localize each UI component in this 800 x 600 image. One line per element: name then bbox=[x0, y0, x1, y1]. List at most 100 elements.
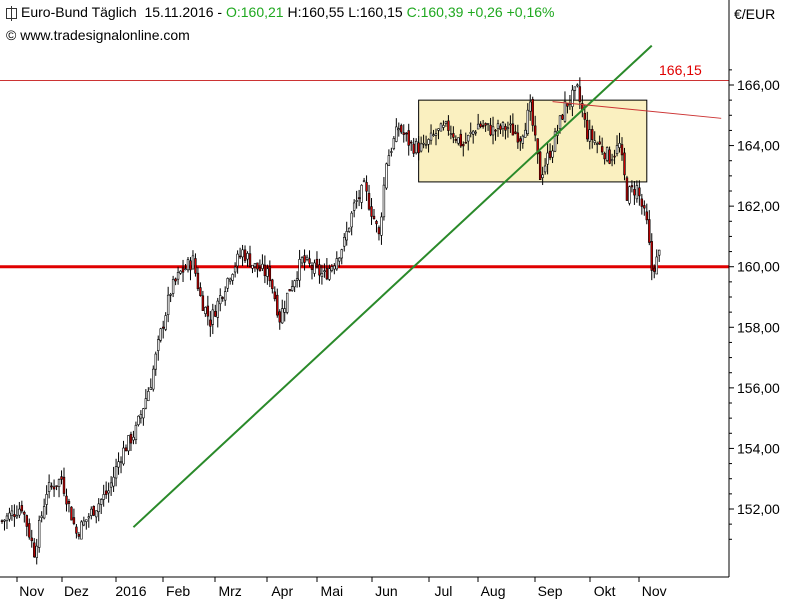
candle-body bbox=[144, 398, 148, 409]
candle-body bbox=[219, 295, 222, 305]
candle-body bbox=[479, 123, 482, 127]
candle-body bbox=[238, 255, 242, 258]
candle-body bbox=[323, 270, 326, 273]
candle-body bbox=[124, 447, 128, 452]
candle-body bbox=[92, 505, 95, 516]
candle-body bbox=[35, 545, 38, 558]
candle-body bbox=[489, 124, 492, 136]
candle-body bbox=[97, 503, 100, 512]
candle-body bbox=[365, 182, 368, 192]
candle-body bbox=[313, 262, 316, 274]
candle-body bbox=[112, 476, 115, 487]
candle-body bbox=[261, 263, 264, 269]
candle-body bbox=[630, 185, 634, 188]
candle-body bbox=[90, 508, 93, 516]
candle-body bbox=[375, 220, 378, 225]
candle-body bbox=[87, 516, 91, 519]
candle-body bbox=[162, 326, 165, 329]
close-value: C:160,39 bbox=[406, 4, 464, 20]
y-tick-label: 158,00 bbox=[737, 319, 780, 335]
candle-body bbox=[236, 253, 239, 267]
candle-body bbox=[184, 268, 187, 270]
candle-body bbox=[486, 123, 490, 125]
candle-body bbox=[340, 249, 343, 259]
candle-body bbox=[50, 485, 53, 488]
candle-body bbox=[645, 211, 649, 221]
candle-body bbox=[119, 460, 123, 464]
candle-body bbox=[298, 259, 301, 281]
y-tick-label: 152,00 bbox=[737, 501, 780, 517]
candle-body bbox=[33, 542, 36, 558]
candle-body bbox=[357, 197, 361, 199]
low-value: L:160,15 bbox=[348, 4, 403, 20]
candle-body bbox=[608, 149, 611, 164]
candle-body bbox=[566, 103, 569, 107]
candle-body bbox=[397, 128, 400, 131]
candle-body bbox=[385, 163, 388, 189]
candle-body bbox=[209, 319, 212, 327]
candle-body bbox=[459, 133, 462, 147]
candle-body bbox=[640, 198, 644, 207]
candle-body bbox=[464, 142, 467, 144]
candle-body bbox=[330, 266, 334, 271]
candle-body bbox=[531, 99, 534, 126]
candle-body bbox=[147, 391, 150, 402]
candle-body bbox=[583, 112, 587, 120]
candle-body bbox=[114, 466, 118, 479]
candle-body bbox=[610, 159, 614, 162]
candle-body bbox=[3, 519, 6, 522]
candle-body bbox=[211, 309, 214, 325]
candle-body bbox=[129, 433, 133, 444]
candle-body bbox=[243, 249, 247, 261]
candle-body bbox=[533, 125, 537, 136]
x-tick-label: Nov bbox=[642, 583, 667, 599]
x-tick-label: Okt bbox=[594, 583, 616, 599]
candle-body bbox=[429, 132, 433, 141]
candle-body bbox=[154, 353, 157, 370]
candle-body bbox=[524, 129, 527, 138]
candle-body bbox=[521, 135, 525, 144]
candle-body bbox=[491, 126, 495, 136]
candle-body bbox=[300, 257, 304, 264]
candle-body bbox=[266, 268, 269, 277]
candle-body bbox=[501, 122, 505, 130]
candle-body bbox=[70, 506, 73, 521]
candle-body bbox=[308, 258, 311, 264]
candle-body bbox=[214, 311, 217, 317]
candle-body bbox=[109, 482, 113, 488]
candle-body bbox=[405, 132, 408, 135]
candle-body bbox=[278, 311, 281, 323]
candle-body bbox=[558, 115, 562, 130]
x-tick-label: 2016 bbox=[115, 583, 146, 599]
candle-body bbox=[169, 294, 172, 296]
candle-body bbox=[444, 121, 448, 124]
x-tick-label: Apr bbox=[271, 583, 293, 599]
candle-body bbox=[122, 447, 125, 465]
chart-header: Euro-Bund Täglich 15.11.2016 - O:160,21 … bbox=[6, 4, 555, 21]
y-tick-label: 154,00 bbox=[737, 440, 780, 456]
descending-line bbox=[552, 101, 722, 119]
candle-body bbox=[107, 490, 110, 494]
candle-body bbox=[506, 127, 510, 130]
candles-group bbox=[0, 77, 661, 565]
candle-body bbox=[132, 436, 135, 441]
candle-body bbox=[335, 258, 338, 270]
candle-body bbox=[201, 295, 205, 311]
candle-body bbox=[30, 537, 33, 542]
candle-body bbox=[382, 184, 386, 218]
candle-body bbox=[653, 267, 656, 272]
candle-body bbox=[529, 101, 532, 112]
candle-body bbox=[400, 125, 403, 133]
candle-body bbox=[25, 515, 28, 527]
candle-body bbox=[199, 287, 202, 296]
candle-body bbox=[42, 506, 46, 519]
candle-body bbox=[573, 86, 577, 91]
candle-body bbox=[586, 119, 589, 140]
candle-body bbox=[228, 278, 232, 282]
candle-body bbox=[576, 84, 579, 87]
candle-body bbox=[362, 180, 366, 183]
candle-body bbox=[191, 255, 195, 270]
checkbox-icon[interactable] bbox=[6, 5, 17, 21]
y-tick-label: 164,00 bbox=[737, 138, 780, 154]
